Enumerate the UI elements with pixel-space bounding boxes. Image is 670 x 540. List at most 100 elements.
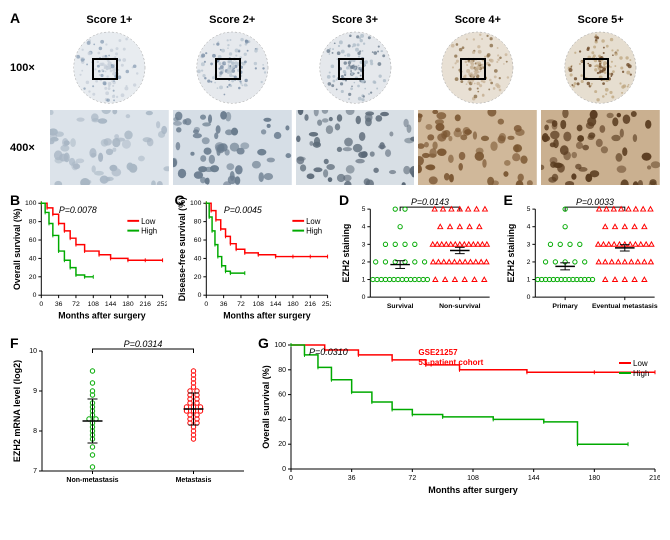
panel-c: C 02040608010003672108144180216252P=0.00… — [175, 194, 332, 329]
svg-text:EZH2 mRNA level (log2): EZH2 mRNA level (log2) — [12, 360, 22, 462]
svg-text:P=0.0314: P=0.0314 — [124, 339, 163, 349]
svg-text:4: 4 — [526, 224, 530, 231]
svg-text:72: 72 — [72, 301, 80, 308]
svg-text:216: 216 — [304, 301, 316, 308]
zoom-box-icon — [338, 58, 364, 80]
svg-text:216: 216 — [140, 301, 152, 308]
svg-text:53-patient cohort: 53-patient cohort — [418, 358, 483, 367]
svg-text:100: 100 — [25, 200, 37, 207]
svg-text:60: 60 — [29, 237, 37, 244]
zoom-box-icon — [215, 58, 241, 80]
panel-b: B 02040608010003672108144180216252P=0.00… — [10, 194, 167, 329]
svg-text:2: 2 — [526, 259, 530, 266]
panel-a: A Score 1+ Score 2+ Score 3+ Score 4+ Sc… — [10, 10, 660, 186]
micrograph-400x-1 — [50, 110, 169, 186]
svg-text:36: 36 — [348, 475, 356, 482]
svg-text:60: 60 — [278, 392, 286, 399]
svg-text:EZH2 staining: EZH2 staining — [341, 224, 351, 283]
svg-text:60: 60 — [193, 237, 201, 244]
micrograph-100x-4 — [418, 30, 537, 106]
col-header-1: Score 1+ — [50, 14, 169, 26]
micrograph-400x-4 — [418, 110, 537, 186]
panel-b-label: B — [10, 192, 20, 208]
svg-text:Non-survival: Non-survival — [439, 303, 480, 310]
panel-e-label: E — [504, 192, 513, 208]
svg-text:Months after surgery: Months after surgery — [223, 311, 311, 321]
figure: A Score 1+ Score 2+ Score 3+ Score 4+ Sc… — [10, 10, 660, 502]
svg-text:Metastasis: Metastasis — [176, 477, 212, 484]
svg-text:144: 144 — [528, 475, 540, 482]
scatter-chart-e: 012345PrimaryEventual metastasisP=0.0033… — [504, 194, 661, 324]
svg-text:5: 5 — [526, 206, 530, 213]
micrograph-400x-5 — [541, 110, 660, 186]
panel-a-label: A — [10, 10, 20, 26]
svg-text:0: 0 — [526, 294, 530, 301]
svg-text:0: 0 — [39, 301, 43, 308]
svg-text:100: 100 — [274, 342, 286, 349]
svg-text:36: 36 — [219, 301, 227, 308]
svg-text:Months after surgery: Months after surgery — [428, 485, 518, 495]
svg-text:Low: Low — [141, 217, 156, 226]
svg-text:216: 216 — [649, 475, 660, 482]
svg-text:P=0.0078: P=0.0078 — [59, 205, 97, 215]
svg-text:80: 80 — [278, 367, 286, 374]
svg-text:High: High — [633, 369, 649, 378]
svg-text:1: 1 — [526, 276, 530, 283]
svg-text:7: 7 — [33, 468, 37, 475]
svg-text:100: 100 — [190, 200, 202, 207]
svg-text:GSE21257: GSE21257 — [418, 348, 458, 357]
svg-text:72: 72 — [408, 475, 416, 482]
panel-d: D 012345SurvivalNon-survivalP=0.0143EZH2… — [339, 194, 496, 329]
svg-text:0: 0 — [362, 294, 366, 301]
zoom-box-icon — [583, 58, 609, 80]
scatter-chart-d: 012345SurvivalNon-survivalP=0.0143EZH2 s… — [339, 194, 496, 324]
svg-text:0: 0 — [289, 475, 293, 482]
svg-text:Overall survival (%): Overall survival (%) — [12, 208, 22, 290]
survival-chart-g: 02040608010003672108144180216P=0.0310Low… — [258, 337, 660, 497]
panel-f-label: F — [10, 335, 19, 351]
panel-e: E 012345PrimaryEventual metastasisP=0.00… — [504, 194, 661, 329]
svg-text:252: 252 — [321, 301, 331, 308]
svg-text:1: 1 — [362, 276, 366, 283]
col-header-4: Score 4+ — [418, 14, 537, 26]
col-header-3: Score 3+ — [296, 14, 415, 26]
panel-g: G 02040608010003672108144180216P=0.0310L… — [258, 337, 660, 502]
svg-text:0: 0 — [197, 292, 201, 299]
panel-c-label: C — [175, 192, 185, 208]
svg-text:0: 0 — [33, 292, 37, 299]
svg-text:9: 9 — [33, 388, 37, 395]
svg-text:Low: Low — [306, 217, 321, 226]
svg-text:80: 80 — [193, 219, 201, 226]
svg-text:10: 10 — [29, 348, 37, 355]
svg-text:3: 3 — [362, 241, 366, 248]
svg-text:20: 20 — [278, 441, 286, 448]
micrograph-100x-3 — [296, 30, 415, 106]
svg-text:8: 8 — [33, 428, 37, 435]
col-header-2: Score 2+ — [173, 14, 292, 26]
row-header-100x: 100× — [10, 62, 46, 74]
svg-text:Overall survival (%): Overall survival (%) — [261, 365, 271, 449]
svg-text:P=0.0045: P=0.0045 — [223, 205, 261, 215]
panel-g-label: G — [258, 335, 269, 351]
svg-text:40: 40 — [278, 416, 286, 423]
svg-text:Months after surgery: Months after surgery — [58, 311, 146, 321]
micrograph-400x-2 — [173, 110, 292, 186]
micrograph-100x-2 — [173, 30, 292, 106]
svg-text:108: 108 — [88, 301, 100, 308]
col-header-5: Score 5+ — [541, 14, 660, 26]
survival-chart-c: 02040608010003672108144180216252P=0.0045… — [175, 194, 332, 324]
svg-text:72: 72 — [237, 301, 245, 308]
svg-text:0: 0 — [204, 301, 208, 308]
svg-text:Disease-free survival (%): Disease-free survival (%) — [176, 197, 186, 301]
scatter-chart-f: 7 8 9 10 Non-metastasis Metastasis P=0.0314 EZH… — [10, 337, 250, 497]
row-header-400x: 400× — [10, 142, 46, 154]
svg-text:40: 40 — [193, 255, 201, 262]
svg-text:Survival: Survival — [387, 303, 414, 310]
svg-text:Non-metastasis: Non-metastasis — [66, 477, 118, 484]
svg-text:3: 3 — [526, 241, 530, 248]
svg-text:180: 180 — [287, 301, 299, 308]
svg-text:Low: Low — [633, 359, 648, 368]
zoom-box-icon — [92, 58, 118, 80]
svg-text:36: 36 — [55, 301, 63, 308]
svg-text:180: 180 — [588, 475, 600, 482]
